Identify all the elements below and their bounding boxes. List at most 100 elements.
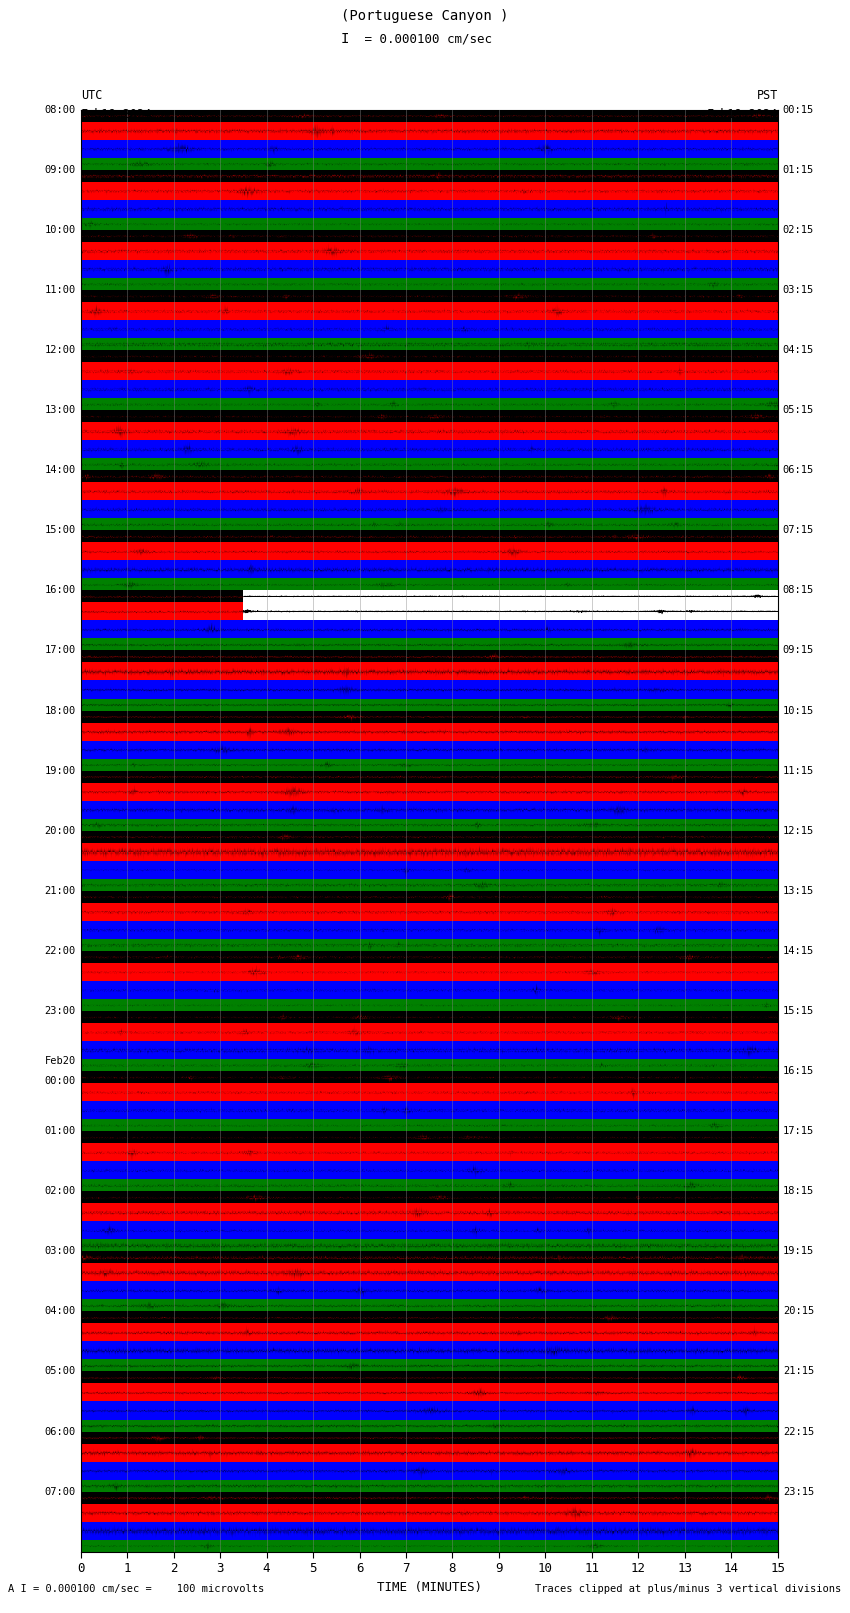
Bar bbox=[81, 458, 778, 471]
Bar bbox=[81, 1384, 778, 1402]
Text: 18:15: 18:15 bbox=[783, 1186, 814, 1197]
Bar bbox=[81, 518, 778, 531]
Text: PST: PST bbox=[756, 89, 778, 102]
Bar bbox=[81, 1144, 778, 1161]
Bar bbox=[81, 1252, 778, 1263]
Text: 17:15: 17:15 bbox=[783, 1126, 814, 1136]
Bar bbox=[81, 531, 778, 542]
Bar bbox=[81, 1323, 778, 1342]
Bar bbox=[81, 952, 778, 963]
Text: 17:00: 17:00 bbox=[44, 645, 76, 655]
Bar bbox=[243, 602, 778, 621]
Text: 16:15: 16:15 bbox=[783, 1066, 814, 1076]
Bar bbox=[81, 242, 778, 260]
Bar bbox=[81, 231, 778, 242]
Text: 14:00: 14:00 bbox=[44, 465, 76, 476]
Text: 01:15: 01:15 bbox=[783, 165, 814, 174]
Text: 09:00: 09:00 bbox=[44, 165, 76, 174]
Text: 11:15: 11:15 bbox=[783, 766, 814, 776]
Bar bbox=[81, 903, 778, 921]
Text: Feb20: Feb20 bbox=[44, 1057, 76, 1066]
Bar bbox=[81, 1040, 778, 1060]
Text: 02:00: 02:00 bbox=[44, 1186, 76, 1197]
Bar bbox=[81, 471, 778, 482]
Text: 01:00: 01:00 bbox=[44, 1126, 76, 1136]
Text: 07:15: 07:15 bbox=[783, 526, 814, 536]
Bar bbox=[81, 1190, 778, 1203]
Text: PPO EHZ NC: PPO EHZ NC bbox=[379, 0, 471, 3]
Text: 19:00: 19:00 bbox=[44, 766, 76, 776]
Bar bbox=[81, 1131, 778, 1144]
Bar bbox=[81, 1402, 778, 1419]
Text: Traces clipped at plus/minus 3 vertical divisions: Traces clipped at plus/minus 3 vertical … bbox=[536, 1584, 842, 1594]
Bar bbox=[81, 339, 778, 350]
Bar bbox=[81, 277, 778, 290]
Bar bbox=[81, 1023, 778, 1040]
Text: 14:15: 14:15 bbox=[783, 945, 814, 957]
Bar bbox=[81, 711, 778, 723]
Text: 02:15: 02:15 bbox=[783, 224, 814, 235]
Text: 13:15: 13:15 bbox=[783, 886, 814, 895]
Bar bbox=[81, 1503, 778, 1521]
Bar bbox=[81, 782, 778, 800]
Bar bbox=[81, 639, 778, 650]
Text: 11:00: 11:00 bbox=[44, 286, 76, 295]
Bar bbox=[81, 200, 778, 218]
Bar bbox=[81, 1060, 778, 1071]
Text: UTC: UTC bbox=[81, 89, 102, 102]
Text: 16:00: 16:00 bbox=[44, 586, 76, 595]
Bar bbox=[81, 819, 778, 831]
Bar bbox=[81, 1161, 778, 1179]
Text: 15:00: 15:00 bbox=[44, 526, 76, 536]
Bar bbox=[81, 1444, 778, 1461]
Bar bbox=[81, 1119, 778, 1131]
Bar bbox=[81, 1221, 778, 1239]
Text: Feb19,2024: Feb19,2024 bbox=[81, 108, 152, 121]
Bar bbox=[81, 560, 778, 579]
Text: 12:15: 12:15 bbox=[783, 826, 814, 836]
Bar bbox=[81, 1492, 778, 1503]
Bar bbox=[81, 350, 778, 361]
Bar bbox=[81, 1011, 778, 1023]
Bar bbox=[81, 621, 778, 639]
Text: 12:00: 12:00 bbox=[44, 345, 76, 355]
Bar bbox=[81, 771, 778, 782]
Bar bbox=[81, 218, 778, 231]
Bar bbox=[81, 698, 778, 711]
Text: (Portuguese Canyon ): (Portuguese Canyon ) bbox=[341, 8, 509, 23]
Bar bbox=[81, 158, 778, 169]
Bar bbox=[81, 182, 778, 200]
Bar bbox=[81, 663, 778, 681]
Text: A I = 0.000100 cm/sec =    100 microvolts: A I = 0.000100 cm/sec = 100 microvolts bbox=[8, 1584, 264, 1594]
Bar bbox=[81, 1239, 778, 1252]
Bar bbox=[243, 590, 778, 602]
Text: 06:15: 06:15 bbox=[783, 465, 814, 476]
Bar bbox=[81, 1082, 778, 1102]
Bar bbox=[81, 879, 778, 890]
Bar bbox=[81, 981, 778, 998]
Bar bbox=[81, 110, 778, 121]
Bar bbox=[81, 1281, 778, 1300]
Bar bbox=[81, 740, 778, 758]
Text: 03:00: 03:00 bbox=[44, 1247, 76, 1257]
Bar bbox=[81, 590, 243, 602]
Text: 21:00: 21:00 bbox=[44, 886, 76, 895]
Text: 22:00: 22:00 bbox=[44, 945, 76, 957]
Text: 00:15: 00:15 bbox=[783, 105, 814, 115]
Text: 04:00: 04:00 bbox=[44, 1307, 76, 1316]
Text: 13:00: 13:00 bbox=[44, 405, 76, 415]
Bar bbox=[81, 542, 778, 560]
Bar bbox=[81, 579, 778, 590]
Bar bbox=[81, 260, 778, 277]
Bar bbox=[81, 998, 778, 1011]
Bar bbox=[81, 398, 778, 410]
Text: 10:15: 10:15 bbox=[783, 705, 814, 716]
Bar bbox=[81, 410, 778, 423]
Text: Feb19,2024: Feb19,2024 bbox=[706, 108, 778, 121]
Text: 03:15: 03:15 bbox=[783, 286, 814, 295]
Text: 20:15: 20:15 bbox=[783, 1307, 814, 1316]
Bar bbox=[81, 140, 778, 158]
Text: 20:00: 20:00 bbox=[44, 826, 76, 836]
Bar bbox=[81, 1540, 778, 1552]
Text: 23:15: 23:15 bbox=[783, 1487, 814, 1497]
